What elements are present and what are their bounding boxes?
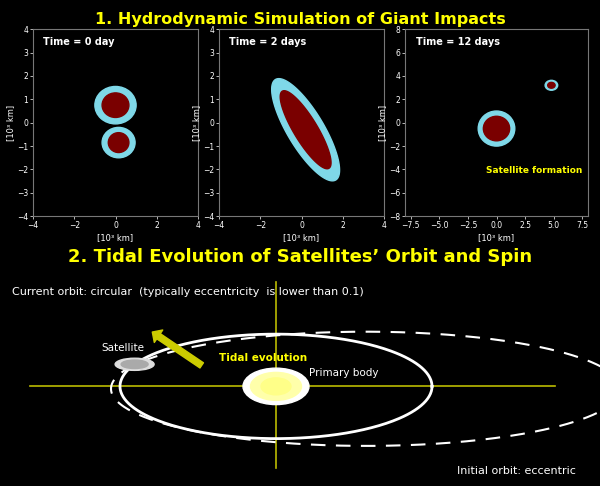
X-axis label: [10³ km]: [10³ km] bbox=[478, 233, 515, 242]
Text: Time = 12 days: Time = 12 days bbox=[416, 36, 500, 47]
Text: Initial orbit: eccentric: Initial orbit: eccentric bbox=[457, 466, 576, 476]
Text: Time = 0 day: Time = 0 day bbox=[43, 36, 115, 47]
Polygon shape bbox=[272, 79, 340, 181]
Text: 2. Tidal Evolution of Satellites’ Orbit and Spin: 2. Tidal Evolution of Satellites’ Orbit … bbox=[68, 248, 532, 266]
Y-axis label: [10³ km]: [10³ km] bbox=[193, 104, 202, 141]
Ellipse shape bbox=[478, 111, 515, 146]
Ellipse shape bbox=[484, 116, 509, 141]
X-axis label: [10³ km]: [10³ km] bbox=[97, 233, 134, 242]
Ellipse shape bbox=[548, 82, 555, 88]
Ellipse shape bbox=[108, 133, 129, 153]
Text: Primary body: Primary body bbox=[309, 368, 379, 378]
X-axis label: [10³ km]: [10³ km] bbox=[283, 233, 320, 242]
Text: 1. Hydrodynamic Simulation of Giant Impacts: 1. Hydrodynamic Simulation of Giant Impa… bbox=[95, 12, 505, 27]
Ellipse shape bbox=[251, 372, 302, 400]
Ellipse shape bbox=[115, 358, 154, 370]
Ellipse shape bbox=[243, 368, 309, 404]
Ellipse shape bbox=[95, 87, 136, 124]
Polygon shape bbox=[280, 91, 331, 169]
Ellipse shape bbox=[545, 80, 557, 90]
Y-axis label: [10³ km]: [10³ km] bbox=[379, 104, 388, 141]
Ellipse shape bbox=[261, 378, 291, 395]
Ellipse shape bbox=[102, 127, 135, 158]
Ellipse shape bbox=[121, 360, 148, 368]
Ellipse shape bbox=[102, 93, 129, 118]
Text: Tidal evolution: Tidal evolution bbox=[219, 353, 307, 364]
Y-axis label: [10³ km]: [10³ km] bbox=[7, 104, 16, 141]
Text: Satellite: Satellite bbox=[101, 343, 144, 353]
Text: Satellite formation: Satellite formation bbox=[486, 166, 583, 175]
Text: Current orbit: circular  (typically eccentricity  is lower than 0.1): Current orbit: circular (typically eccen… bbox=[12, 287, 364, 297]
Text: Time = 2 days: Time = 2 days bbox=[229, 36, 306, 47]
